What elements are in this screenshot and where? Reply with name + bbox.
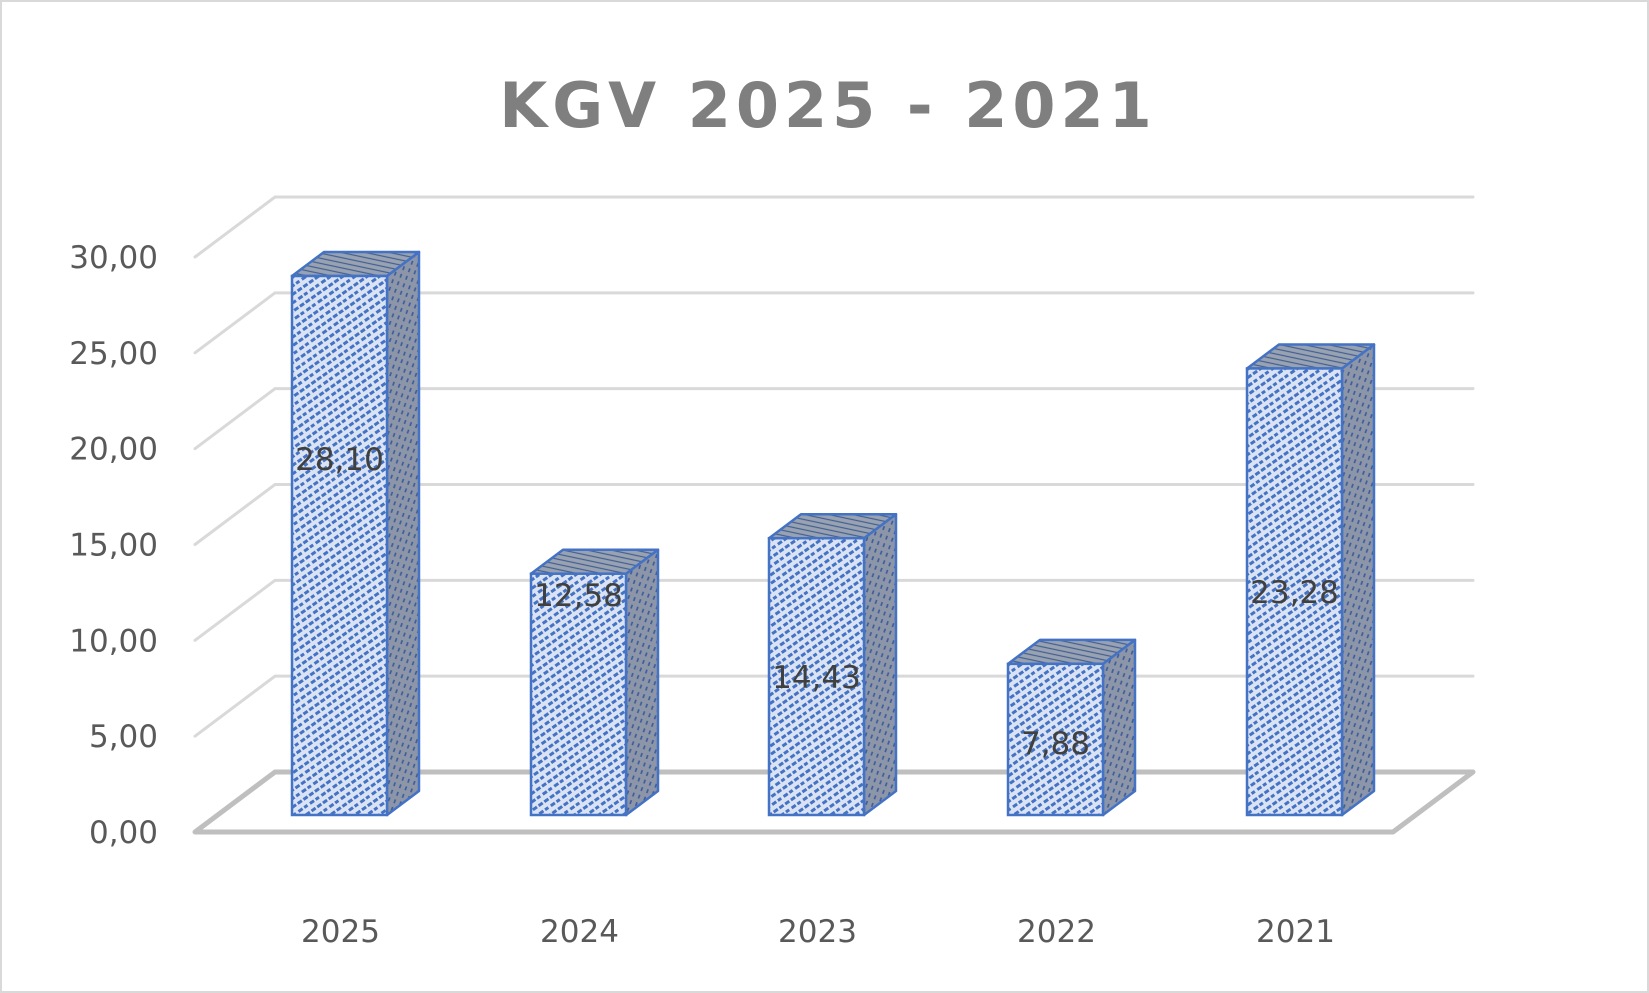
x-tick-label: 2024 [540, 914, 619, 950]
x-tick-label: 2021 [1256, 914, 1335, 950]
x-tick-label: 2022 [1017, 914, 1096, 950]
bar-front [1245, 367, 1344, 817]
gridline [193, 387, 1475, 451]
data-label: 7,88 [1021, 726, 1090, 762]
y-tick-label: 25,00 [69, 336, 158, 372]
x-tick-label: 2023 [778, 914, 857, 950]
bar-side [624, 548, 660, 817]
bar-side [1340, 343, 1376, 817]
bar-front [1006, 662, 1105, 817]
bar-front [529, 572, 628, 817]
gridline [193, 578, 1475, 642]
y-tick-label: 20,00 [69, 432, 158, 468]
bar-front [767, 536, 866, 817]
y-tick-label: 10,00 [69, 623, 158, 659]
bar-side [385, 250, 421, 817]
floor [192, 769, 1476, 835]
bars: 28,10 12,58 14,43 7,88 23,28 [290, 250, 1376, 817]
bar-front [290, 274, 389, 817]
bar-2021: 23,28 [1245, 343, 1376, 817]
bar-side [862, 512, 898, 817]
gridline [193, 195, 1475, 259]
gridline [193, 291, 1475, 355]
y-tick-label: 5,00 [89, 719, 158, 755]
bar-2024: 12,58 [529, 548, 660, 817]
y-tick-label: 0,00 [89, 815, 158, 851]
gridline [193, 483, 1475, 546]
bar-2025: 28,10 [290, 250, 421, 817]
y-axis-labels: 0,00 5,00 10,00 15,00 20,00 25,00 30,00 [69, 240, 158, 851]
x-tick-label: 2025 [301, 914, 380, 950]
data-label: 23,28 [1250, 575, 1339, 611]
y-tick-label: 30,00 [69, 240, 158, 276]
bar-2022: 7,88 [1006, 638, 1137, 817]
data-label: 14,43 [772, 660, 861, 696]
bar-2023: 14,43 [767, 512, 898, 817]
x-axis-labels: 2025 2024 2023 2022 2021 [301, 914, 1335, 950]
y-tick-label: 15,00 [69, 528, 158, 564]
chart-title: KGV 2025 - 2021 [499, 69, 1157, 142]
bar-side [1101, 638, 1137, 817]
data-label: 28,10 [295, 442, 384, 478]
floor-outline [192, 769, 1476, 835]
data-label: 12,58 [534, 578, 623, 614]
